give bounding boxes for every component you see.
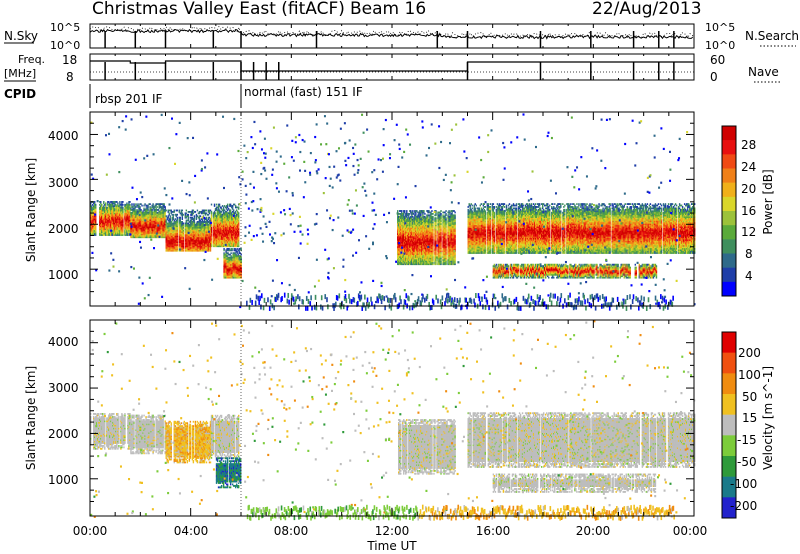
power-cell bbox=[227, 204, 228, 206]
power-heatmap bbox=[90, 113, 696, 311]
power-cell bbox=[200, 215, 201, 217]
power-cell bbox=[177, 217, 178, 219]
power-cell bbox=[141, 205, 142, 207]
power-cell bbox=[139, 206, 140, 208]
power-cell bbox=[180, 217, 181, 219]
plot-title: Christmas Valley East (fitACF) bbox=[92, 0, 345, 19]
power-cell bbox=[231, 248, 232, 250]
nsky-tick-top: 10^5 bbox=[50, 21, 80, 34]
power-cell bbox=[412, 210, 413, 212]
power-cell bbox=[119, 201, 120, 203]
power-cell bbox=[183, 222, 184, 224]
power-cell bbox=[194, 215, 195, 217]
power-cell bbox=[214, 204, 215, 206]
freq-tick-top: 18 bbox=[62, 53, 77, 67]
power-cell bbox=[174, 210, 175, 212]
beam-label: Beam 16 bbox=[350, 0, 426, 19]
nsky-trace bbox=[90, 30, 693, 49]
power-cell bbox=[129, 201, 130, 203]
power-cell bbox=[230, 209, 231, 211]
power-cell bbox=[240, 254, 241, 256]
power-cell bbox=[423, 210, 424, 212]
power-cell bbox=[149, 203, 150, 205]
power-cell bbox=[177, 210, 178, 212]
power-cell bbox=[206, 217, 207, 219]
nave-tick-top: 60 bbox=[710, 53, 725, 67]
power-cell bbox=[188, 214, 189, 216]
power-cell bbox=[183, 214, 184, 216]
nsky-line bbox=[90, 30, 693, 39]
power-cell bbox=[219, 204, 220, 206]
power-cell bbox=[401, 210, 402, 212]
power-cell bbox=[122, 201, 123, 203]
nsky-tick-bottom: 10^0 bbox=[50, 39, 80, 52]
power-cell bbox=[223, 248, 224, 250]
power-cell bbox=[233, 209, 234, 211]
power-cell bbox=[94, 201, 95, 203]
power-cell bbox=[406, 210, 407, 212]
power-cell bbox=[101, 204, 102, 206]
freq-label-line1: Freq. bbox=[18, 53, 45, 66]
date-label: 22/Aug/2013 bbox=[592, 0, 702, 19]
freq-tick-bottom: 8 bbox=[66, 70, 74, 84]
power-cell bbox=[230, 252, 231, 254]
nsearch-trace bbox=[90, 27, 694, 38]
power-cell bbox=[404, 210, 405, 212]
power-cell bbox=[169, 212, 170, 214]
power-cell bbox=[206, 210, 207, 212]
power-cell bbox=[211, 211, 212, 213]
power-cell bbox=[105, 202, 106, 204]
power-cell bbox=[140, 209, 141, 211]
power-cell bbox=[238, 206, 239, 208]
cpid-segment-2: normal (fast) 151 IF bbox=[244, 85, 363, 99]
power-cell bbox=[166, 210, 167, 212]
nsearch-label: N.Search bbox=[745, 29, 799, 43]
power-cell bbox=[164, 206, 165, 208]
power-cell bbox=[211, 204, 212, 206]
power-cell bbox=[173, 214, 174, 216]
nave-tick-bottom: 0 bbox=[710, 70, 718, 84]
cpid-label: CPID bbox=[4, 87, 36, 101]
power-cell bbox=[152, 203, 153, 205]
nsearch-tick-bottom: 10^0 bbox=[705, 39, 735, 52]
power-cell bbox=[397, 210, 398, 212]
power-cell bbox=[186, 210, 187, 212]
power-cell bbox=[216, 204, 217, 206]
power-cell bbox=[215, 212, 216, 214]
freq-label-line2: [MHz] bbox=[4, 67, 36, 80]
power-cell bbox=[156, 206, 157, 208]
power-cell bbox=[240, 248, 241, 250]
power-cell bbox=[163, 203, 164, 205]
power-cell bbox=[182, 210, 183, 212]
nave-label: Nave bbox=[748, 65, 779, 79]
power-cell bbox=[424, 213, 425, 215]
power-cell bbox=[95, 204, 96, 206]
nsearch-line bbox=[90, 27, 694, 38]
freq-line bbox=[90, 61, 694, 71]
nsky-label: N.Sky bbox=[4, 29, 38, 43]
power-cell bbox=[170, 215, 171, 217]
power-cell bbox=[238, 212, 239, 214]
power-cell bbox=[129, 204, 130, 206]
cpid-segment-1: rbsp 201 IF bbox=[95, 92, 162, 106]
power-cell bbox=[197, 210, 198, 212]
power-cell bbox=[131, 203, 132, 205]
power-cell bbox=[195, 211, 196, 213]
power-cell bbox=[103, 201, 104, 203]
power-cell bbox=[100, 201, 101, 203]
power-cell bbox=[177, 214, 178, 216]
power-cell bbox=[179, 210, 180, 212]
nsearch-tick-top: 10^5 bbox=[705, 21, 735, 34]
power-cell bbox=[122, 204, 123, 206]
power-cell bbox=[122, 207, 123, 209]
power-cell bbox=[117, 202, 118, 204]
